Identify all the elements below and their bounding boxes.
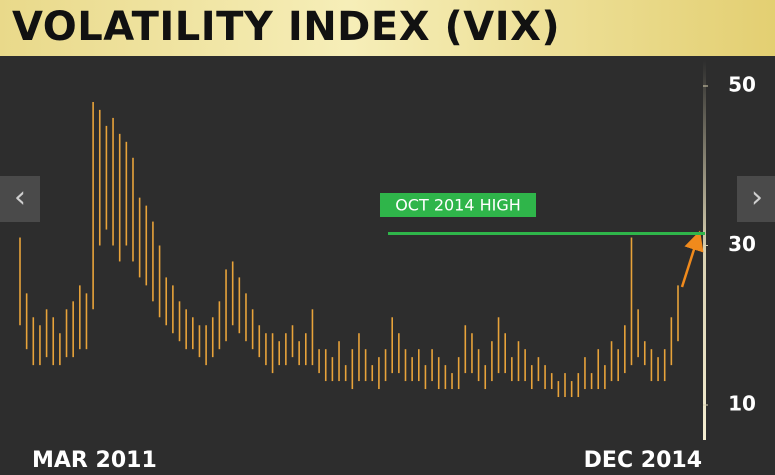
y-axis-line [703,60,706,440]
header: VOLATILITY INDEX (VIX) [0,0,775,56]
x-tick-label: MAR 2011 [32,448,157,473]
annotation-label: OCT 2014 HIGH [395,196,521,215]
chart-title: VOLATILITY INDEX (VIX) [12,4,561,50]
prev-button[interactable]: ‹ [0,176,40,222]
y-tick-label: 10 [728,392,756,416]
annotation-box [380,193,536,217]
y-tick-label: 50 [728,73,756,97]
arrow [680,230,704,288]
y-tick-label: 30 [728,232,756,256]
next-button[interactable]: › [737,176,775,222]
x-tick-label: DEC 2014 [584,448,702,473]
